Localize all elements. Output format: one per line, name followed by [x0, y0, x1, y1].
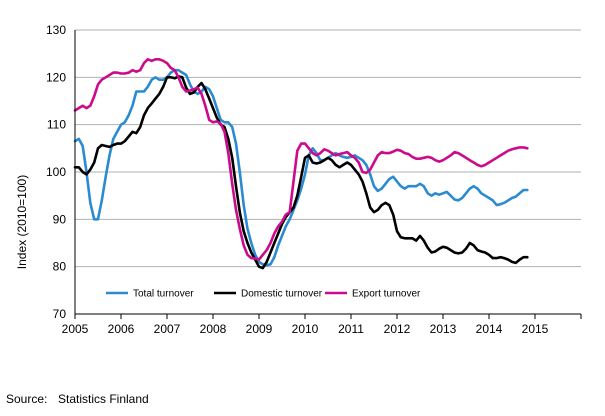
legend: Total turnover Domestic turnover Export tu… — [106, 289, 421, 300]
source-value: Statistics Finland — [58, 392, 149, 406]
y-tick-label-120: 120 — [46, 70, 66, 84]
y-tick-label-110: 110 — [47, 118, 66, 132]
legend-label-total-turnover: Total turnover — [133, 289, 194, 300]
x-tick-labels: 2005 2006 2007 2008 2009 2010 2011 2012 2013 2014… — [62, 322, 549, 336]
legend-label-domestic-turnover: Domestic turnover — [241, 289, 323, 300]
series-line-total-turnover — [73, 68, 529, 267]
x-tick-label-2008: 2008 — [200, 322, 227, 336]
series-line-domestic-turnover — [73, 75, 529, 270]
legend-label-export-turnover: Export turnover — [352, 289, 421, 300]
y-tick-label-130: 130 — [46, 23, 66, 37]
y-tick-label-70: 70 — [53, 307, 67, 321]
x-tick-label-2013: 2013 — [430, 322, 457, 336]
x-tick-label-2006: 2006 — [108, 322, 135, 336]
x-tick-label-2014: 2014 — [476, 322, 503, 336]
y-tick-label-90: 90 — [53, 212, 67, 226]
x-tick-label-2009: 2009 — [246, 322, 273, 336]
x-tick-label-2011: 2011 — [338, 322, 364, 336]
y-axis-title: Index (2010=100) — [15, 175, 29, 269]
y-tick-labels: 70 80 90 100 110 120 130 — [46, 23, 66, 321]
gridlines — [75, 29, 581, 268]
x-tick-label-2015: 2015 — [522, 322, 549, 336]
x-tick-label-2005: 2005 — [62, 322, 89, 336]
y-tick-label-100: 100 — [46, 165, 66, 179]
x-tick-label-2012: 2012 — [384, 322, 411, 336]
x-tick-label-2007: 2007 — [154, 322, 181, 336]
y-tick-label-80: 80 — [53, 260, 67, 274]
series-line-export-turnover — [73, 58, 529, 261]
source-label: Source: — [6, 392, 47, 406]
series-lines — [73, 58, 529, 270]
x-tick-label-2010: 2010 — [292, 322, 319, 336]
axes — [74, 30, 582, 319]
